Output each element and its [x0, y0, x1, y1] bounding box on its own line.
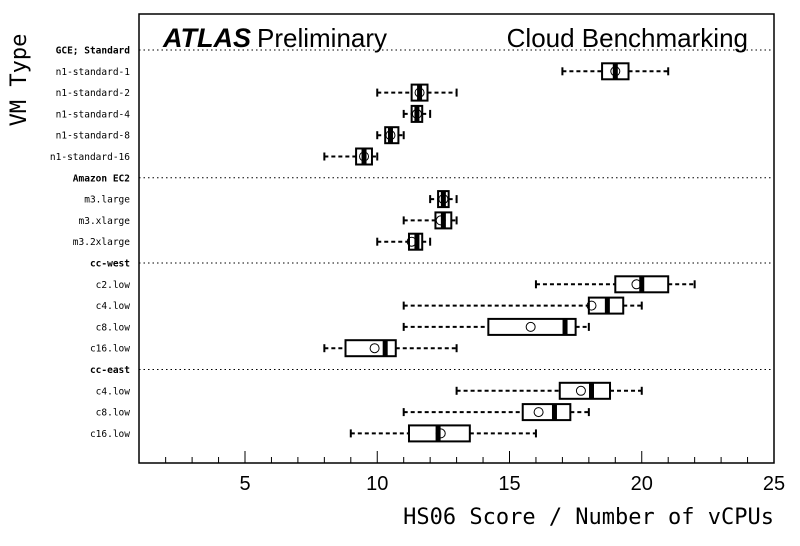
- x-axis-label: HS06 Score / Number of vCPUs: [403, 505, 774, 530]
- iqr-box: [558, 381, 612, 400]
- mean-marker: [359, 151, 370, 162]
- group-label: GCE; Standard: [56, 46, 131, 57]
- mean-marker: [610, 66, 621, 77]
- row-label: n1-standard-8: [56, 131, 131, 142]
- median-bar: [382, 340, 388, 357]
- median-bar: [414, 233, 420, 250]
- median-bar: [414, 105, 420, 122]
- median-bar: [562, 318, 568, 335]
- mean-marker: [406, 236, 417, 247]
- x-tick-label: 5: [239, 473, 250, 495]
- x-tick-label: 10: [366, 473, 388, 495]
- row-label: n1-standard-16: [50, 152, 130, 163]
- row-label: n1-standard-2: [56, 88, 130, 99]
- iqr-box: [487, 317, 577, 336]
- median-bar: [440, 212, 446, 229]
- title-atlas: ATLAS: [162, 23, 251, 53]
- median-bar: [639, 276, 645, 293]
- mean-marker: [525, 321, 536, 332]
- row-label: c16.low: [90, 344, 130, 355]
- iqr-box: [344, 339, 397, 358]
- mean-marker: [435, 428, 446, 439]
- group-label: cc-east: [90, 365, 130, 376]
- iqr-box: [521, 403, 572, 422]
- median-bar: [440, 191, 446, 208]
- plot-frame: [138, 13, 775, 464]
- median-bar: [551, 404, 557, 421]
- x-tick-label: 25: [763, 473, 785, 495]
- median-bar: [387, 127, 393, 144]
- mean-marker: [631, 279, 642, 290]
- group-label: Amazon EC2: [73, 173, 130, 184]
- median-bar: [417, 84, 423, 101]
- row-label: c8.low: [96, 322, 131, 333]
- median-bar: [612, 63, 618, 80]
- plot-layer: [139, 49, 774, 463]
- median-bar: [604, 297, 610, 314]
- row-label: m3.xlarge: [79, 216, 131, 227]
- mean-marker: [435, 215, 446, 226]
- row-label: m3.large: [84, 195, 130, 206]
- row-label: c16.low: [90, 429, 130, 440]
- mean-marker: [575, 385, 586, 396]
- mean-marker: [414, 87, 425, 98]
- mean-marker: [586, 300, 597, 311]
- row-label: c2.low: [96, 280, 131, 291]
- subtitle-cloud-benchmarking: Cloud Benchmarking: [507, 23, 748, 53]
- row-label: n1-standard-4: [56, 109, 131, 120]
- mean-marker: [369, 343, 380, 354]
- x-tick-label: 15: [498, 473, 520, 495]
- median-bar: [361, 148, 367, 165]
- median-bar: [435, 425, 441, 442]
- group-label: cc-west: [90, 259, 130, 270]
- x-tick-label: 20: [631, 473, 653, 495]
- y-axis-label: VM Type: [7, 34, 32, 127]
- label-layer: GCE; Standard n1-standard-1 n1-standard-2 n…: [50, 46, 785, 496]
- row-label: c4.low: [96, 301, 131, 312]
- row-label: c4.low: [96, 386, 131, 397]
- mean-marker: [533, 407, 544, 418]
- mean-marker: [411, 108, 422, 119]
- row-label: m3.2xlarge: [73, 237, 130, 248]
- mean-marker: [438, 194, 449, 205]
- mean-marker: [385, 130, 396, 141]
- title-preliminary: Preliminary: [257, 23, 387, 53]
- row-label: n1-standard-1: [56, 67, 131, 78]
- row-label: c8.low: [96, 408, 131, 419]
- median-bar: [588, 382, 594, 399]
